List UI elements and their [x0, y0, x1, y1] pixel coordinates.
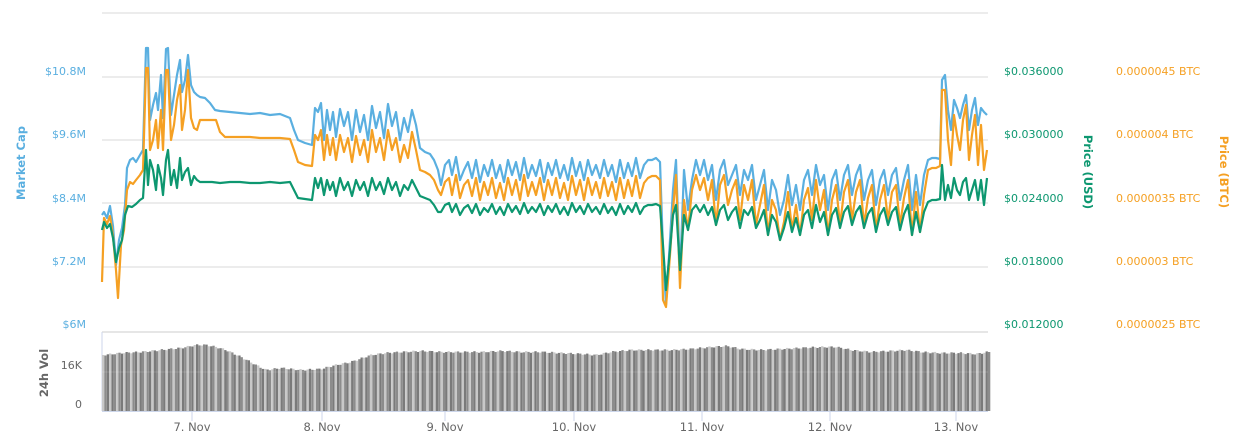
y-axis-title-price-btc: Price (BTC)	[1217, 135, 1231, 209]
y-tick-market-cap: $8.4M	[52, 192, 86, 205]
x-tick-label: 9. Nov	[426, 420, 464, 434]
x-tick-label: 7. Nov	[173, 420, 211, 434]
y-tick-price-btc: 0.0000035 BTC	[1116, 192, 1201, 205]
y-tick-price-usd: $0.036000	[1004, 65, 1064, 78]
x-tick-label: 13. Nov	[933, 420, 979, 434]
y-tick-price-btc: 0.000004 BTC	[1116, 128, 1194, 141]
y-tick-price-btc: 0.0000045 BTC	[1116, 65, 1201, 78]
x-axis-ticks	[191, 411, 957, 421]
price-lines	[100, 46, 989, 309]
y-tick-volume: 16K	[60, 359, 82, 372]
y-axis-title-volume: 24h Vol	[37, 348, 51, 398]
y-tick-market-cap: $9.6M	[52, 128, 86, 141]
x-tick-label: 10. Nov	[551, 420, 597, 434]
x-tick-label: 11. Nov	[679, 420, 725, 434]
y-tick-price-usd: $0.012000	[1004, 318, 1064, 331]
y-tick-market-cap: $7.2M	[52, 255, 86, 268]
x-tick-label: 8. Nov	[303, 420, 341, 434]
y-tick-price-usd: $0.018000	[1004, 255, 1064, 268]
y-axis-title-price-usd: Price (USD)	[1081, 134, 1095, 210]
y-axis-title-market-cap: Market Cap	[14, 126, 28, 200]
y-tick-market-cap: $10.8M	[45, 65, 86, 78]
volume-bars	[102, 344, 991, 411]
gridlines	[101, 12, 988, 412]
y-tick-price-usd: $0.024000	[1004, 192, 1064, 205]
y-tick-price-btc: 0.0000025 BTC	[1116, 318, 1201, 331]
y-tick-market-cap: $6M	[62, 318, 87, 331]
y-tick-price-btc: 0.000003 BTC	[1116, 255, 1194, 268]
y-tick-volume: 0	[75, 398, 82, 411]
x-tick-label: 12. Nov	[807, 420, 853, 434]
y-tick-price-usd: $0.030000	[1004, 128, 1064, 141]
